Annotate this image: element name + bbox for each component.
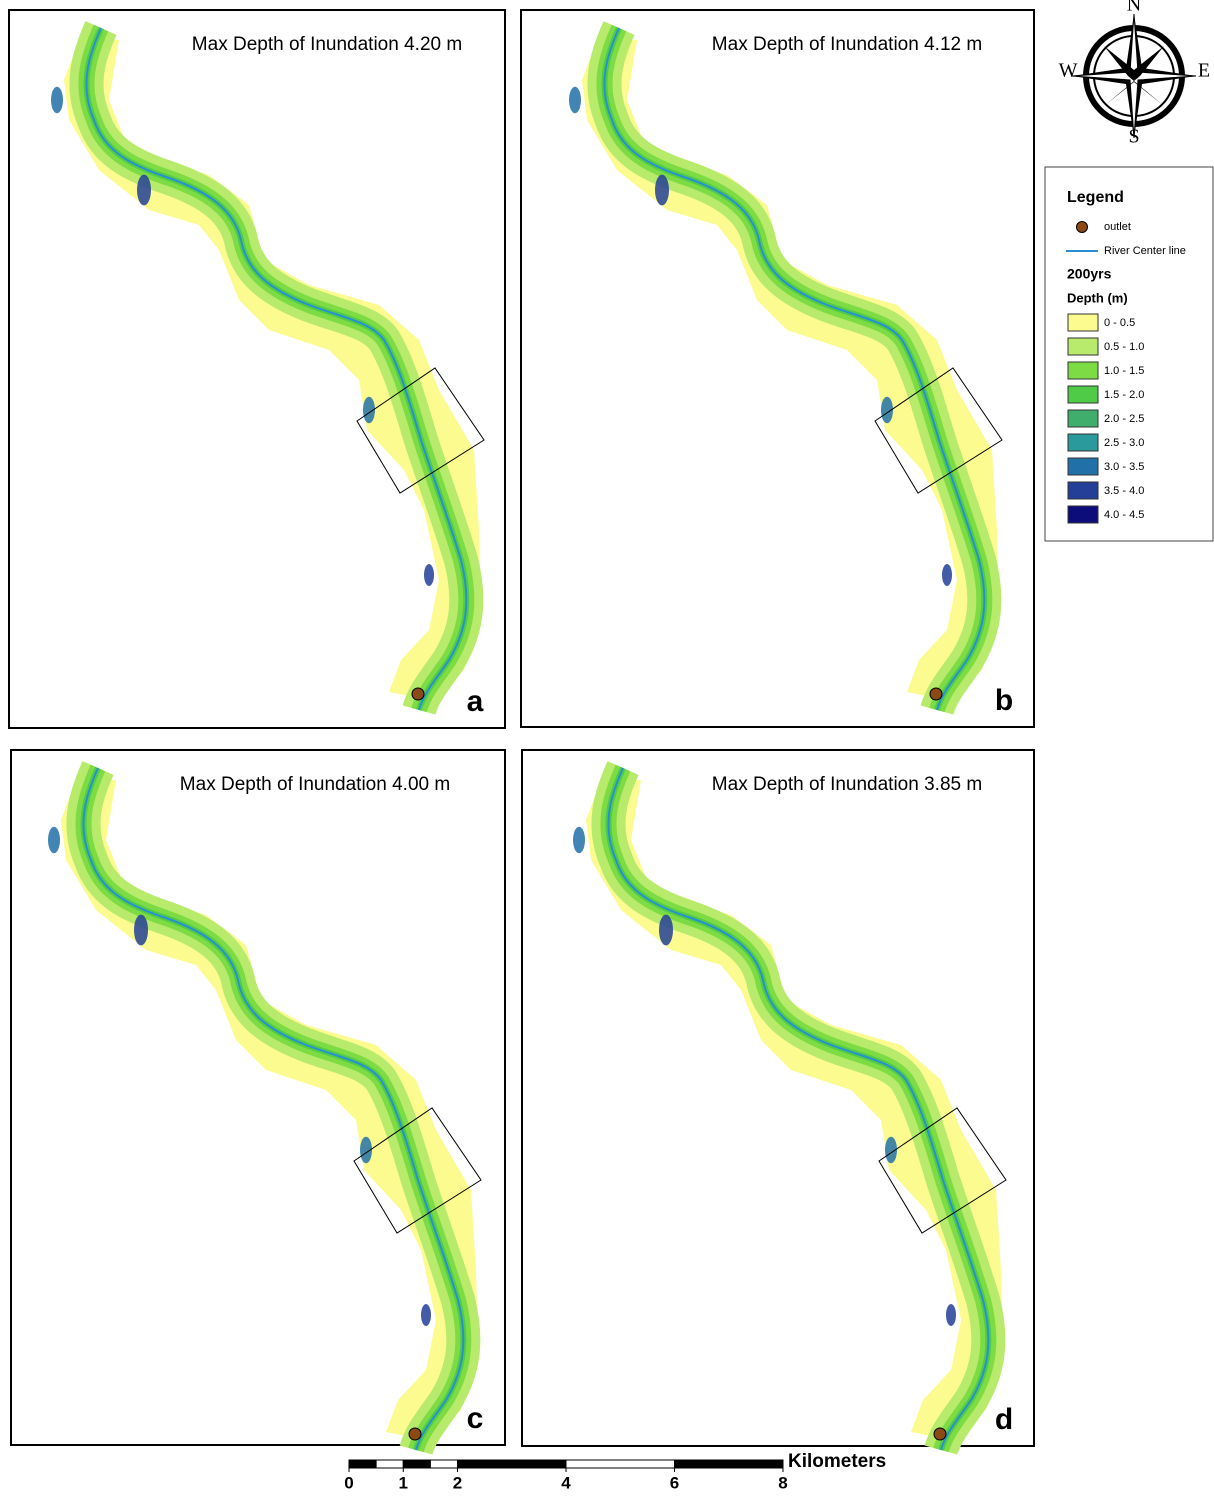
scale-segment	[566, 1460, 675, 1468]
legend-swatch	[1068, 482, 1098, 499]
compass-label: W	[1059, 60, 1078, 82]
deep-zone	[424, 564, 434, 586]
legend-swatch	[1068, 434, 1098, 451]
deep-zone	[48, 827, 60, 853]
compass-label: N	[1127, 0, 1141, 16]
legend-swatch	[1068, 506, 1098, 523]
deep-zone	[942, 564, 952, 586]
scale-segment	[376, 1460, 403, 1468]
legend-label: outlet	[1104, 221, 1131, 233]
legend-label: 1.0 - 1.5	[1104, 365, 1144, 377]
figure: N S W E Legend outlet River Center line …	[0, 0, 1214, 1494]
legend-label: River Center line	[1104, 245, 1186, 257]
legend-label: 2.5 - 3.0	[1104, 437, 1144, 449]
legend-title: Legend	[1067, 189, 1124, 206]
scale-segment	[403, 1460, 430, 1468]
compass-label: S	[1128, 126, 1139, 148]
deep-zone	[659, 915, 673, 946]
deep-zone	[573, 827, 585, 853]
compass: N S W E	[1059, 0, 1211, 148]
scale-segment	[458, 1460, 567, 1468]
scale-segment	[430, 1460, 457, 1468]
outlet	[930, 688, 942, 700]
deep-zone	[569, 87, 581, 113]
legend-swatch	[1068, 458, 1098, 475]
legend-label: 2.0 - 2.5	[1104, 413, 1144, 425]
legend-label: 0 - 0.5	[1104, 317, 1135, 329]
scale-unit: Kilometers	[788, 1451, 886, 1472]
scale-segment	[675, 1460, 784, 1468]
scale-tick-label: 6	[670, 1473, 679, 1492]
deep-zone	[137, 175, 151, 206]
legend-subtitle: 200yrs	[1067, 266, 1112, 282]
outlet	[409, 1428, 421, 1440]
legend-outlet-symbol	[1077, 222, 1088, 233]
outlet	[934, 1428, 946, 1440]
legend-label: 3.0 - 3.5	[1104, 461, 1144, 473]
deep-zone	[134, 915, 148, 946]
panel-letter: d	[995, 1403, 1013, 1436]
outlet	[412, 688, 424, 700]
panel-title: Max Depth of Inundation 4.00 m	[180, 774, 450, 795]
deep-zone	[51, 87, 63, 113]
panel-letter: c	[467, 1402, 484, 1435]
legend-label: 0.5 - 1.0	[1104, 341, 1144, 353]
scale-segment	[349, 1460, 376, 1468]
panel-title: Max Depth of Inundation 3.85 m	[712, 774, 982, 795]
legend-label: 4.0 - 4.5	[1104, 509, 1144, 521]
legend-swatch	[1068, 410, 1098, 427]
compass-label: E	[1198, 60, 1210, 82]
scale-tick-label: 4	[561, 1473, 571, 1492]
panel-letter: b	[995, 684, 1013, 717]
legend-swatch	[1068, 362, 1098, 379]
deep-zone	[946, 1304, 956, 1326]
scale-tick-label: 1	[399, 1473, 408, 1492]
legend-subtitle: Depth (m)	[1067, 290, 1128, 305]
legend-swatch	[1068, 338, 1098, 355]
deep-zone	[421, 1304, 431, 1326]
legend-label: 3.5 - 4.0	[1104, 485, 1144, 497]
legend-swatch	[1068, 314, 1098, 331]
scale-tick-label: 2	[453, 1473, 462, 1492]
panel-title: Max Depth of Inundation 4.12 m	[712, 34, 982, 55]
legend-swatch	[1068, 386, 1098, 403]
panel-title: Max Depth of Inundation 4.20 m	[192, 34, 462, 55]
panel-letter: a	[467, 685, 484, 718]
deep-zone	[655, 175, 669, 206]
scale-tick-label: 0	[344, 1473, 353, 1492]
scale-tick-label: 8	[778, 1473, 787, 1492]
legend-label: 1.5 - 2.0	[1104, 389, 1144, 401]
